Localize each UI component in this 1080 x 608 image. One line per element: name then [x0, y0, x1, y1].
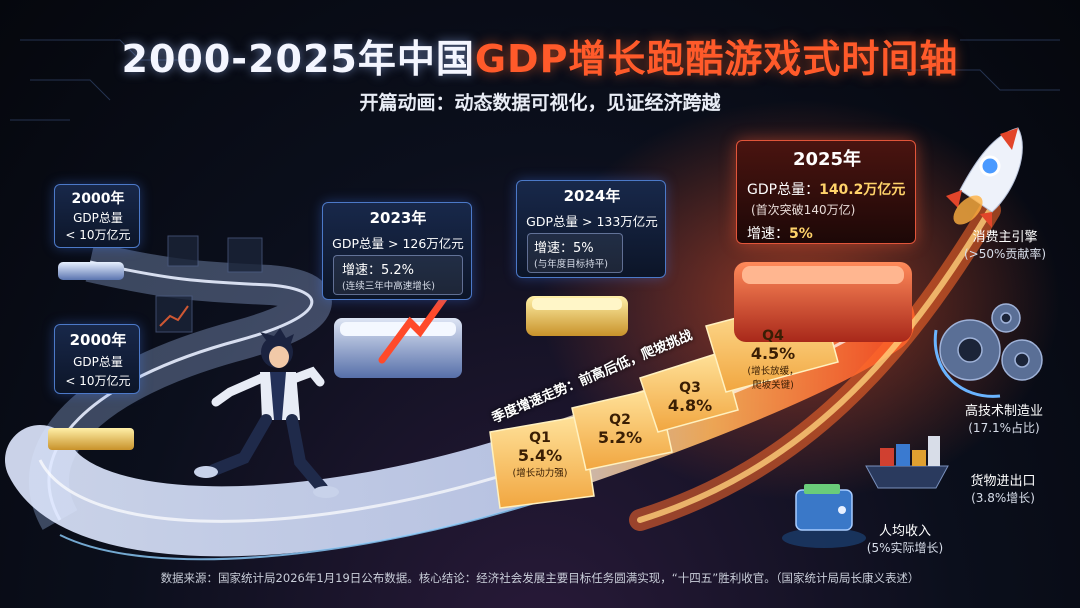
quarter-step-q1: Q1 5.4% (增长动力强)	[500, 430, 580, 479]
milestone-note: (首次突破140万亿)	[751, 203, 856, 217]
page-title-main: 2000-2025年中国	[121, 37, 475, 81]
quarter-rate: 4.5%	[750, 344, 796, 363]
milestone-gdp: GDP总量 > 133万亿元	[526, 214, 658, 229]
page-subtitle: 开篇动画：动态数据可视化，见证经济跨越	[359, 92, 721, 114]
milestone-card-2025: 2025年 GDP总量：140.2万亿元 (首次突破140万亿) 增速：5%	[736, 140, 916, 244]
milestone-card-2023: 2023年 GDP总量 > 126万亿元 增速：5.2% (连续三年中高速增长)	[322, 202, 472, 300]
milestone-year: 2000年	[69, 331, 127, 349]
milestone-growth-label: 增速：	[747, 226, 789, 242]
quarter-rate: 5.4%	[517, 446, 563, 465]
income-title: 人均收入	[878, 524, 931, 539]
milestone-note: (连续三年中高速增长)	[342, 281, 435, 292]
quarter-rate: 4.8%	[667, 396, 713, 415]
pedestal-2024	[526, 296, 628, 336]
trade-label: 货物进出口 (3.8%增长)	[948, 470, 1058, 506]
consumption-sub: (>50%贡献率)	[963, 247, 1047, 261]
milestone-gdp-value: < 10万亿元	[65, 374, 131, 388]
milestone-gdp-label: GDP总量：	[747, 182, 820, 198]
milestone-growth: 增速：5%	[534, 241, 594, 256]
milestone-growth: 增速：5.2%	[342, 263, 415, 278]
milestone-year: 2023年	[369, 209, 427, 227]
pedestal-2000b	[48, 428, 134, 450]
quarter-rate: 5.2%	[597, 428, 643, 447]
quarter-note-2: 爬坡关键)	[752, 380, 794, 391]
gears-illustration	[939, 303, 1043, 381]
quarter-note: (增长放缓，	[747, 366, 799, 377]
pedestal-2025	[734, 262, 912, 342]
gears-arrow	[933, 329, 1001, 398]
quarter-note: (增长动力强)	[512, 468, 568, 479]
consumption-label: 消费主引擎 (>50%贡献率)	[950, 226, 1060, 262]
milestone-growth: 增速：5%	[747, 223, 813, 243]
milestone-gdp: GDP总量：140.2万亿元	[747, 179, 905, 199]
wallet-illustration	[782, 484, 866, 548]
cargo-ship-illustration	[865, 436, 949, 489]
quarter-name: Q4	[762, 328, 784, 344]
rocket-trail-core	[637, 207, 993, 523]
quarter-name: Q2	[609, 412, 631, 428]
quarter-step-q4: Q4 4.5% (增长放缓， 爬坡关键)	[730, 328, 816, 391]
pedestal-2000a	[58, 262, 124, 280]
quarter-name: Q3	[679, 380, 701, 396]
track-speed-line	[59, 494, 561, 561]
milestone-card-2000-lower: 2000年 GDP总量 < 10万亿元	[54, 324, 140, 394]
income-label: 人均收入 (5%实际增长)	[850, 520, 960, 556]
page-title-highlight: GDP增长跑酷游戏式时间轴	[474, 37, 959, 81]
milestone-year: 2000年	[71, 191, 125, 207]
trade-title: 货物进出口	[970, 474, 1036, 489]
milestone-note: (与年度目标持平)	[534, 259, 608, 270]
trend-arrow-2023	[378, 286, 454, 364]
hightech-sub: (17.1%占比)	[968, 421, 1040, 435]
hightech-title: 高技术制造业	[964, 404, 1043, 419]
milestone-growth-value: 5%	[789, 226, 813, 242]
pedestal-2023	[334, 318, 462, 378]
milestone-gdp-value: < 10万亿元	[65, 228, 131, 242]
milestone-gdp-value: 140.2万亿元	[819, 182, 906, 198]
income-sub: (5%实际增长)	[866, 541, 944, 555]
milestone-card-2024: 2024年 GDP总量 > 133万亿元 增速：5% (与年度目标持平)	[516, 180, 666, 278]
milestone-gdp-label: GDP总量	[73, 211, 123, 225]
quarter-step-q2: Q2 5.2%	[580, 412, 660, 447]
milestone-growth-box: 增速：5% (与年度目标持平)	[527, 233, 623, 273]
data-source-footer: 数据来源：国家统计局2026年1月19日公布数据。核心结论：经济社会发展主要目标…	[160, 571, 920, 585]
trade-sub: (3.8%增长)	[971, 491, 1035, 505]
mini-dashboards	[155, 235, 263, 333]
milestone-gdp: GDP总量 > 126万亿元	[332, 236, 464, 251]
quarter-steps	[489, 295, 839, 509]
circuit-lines	[10, 39, 1060, 121]
hightech-label: 高技术制造业 (17.1%占比)	[948, 400, 1060, 436]
quarter-name: Q1	[529, 430, 551, 446]
milestone-year: 2024年	[563, 187, 621, 205]
milestone-growth-box: 增速：5.2% (连续三年中高速增长)	[333, 255, 463, 295]
milestone-gdp-label: GDP总量	[73, 355, 123, 369]
quarter-step-q3: Q3 4.8%	[652, 380, 728, 415]
runner-figure	[194, 328, 339, 498]
rocket-illustration	[946, 127, 1023, 228]
milestone-year: 2025年	[792, 149, 862, 170]
consumption-title: 消费主引擎	[972, 230, 1038, 245]
milestone-card-2000-upper: 2000年 GDP总量 < 10万亿元	[54, 184, 140, 248]
page-title: 2000-2025年中国GDP增长跑酷游戏式时间轴	[0, 28, 1080, 83]
